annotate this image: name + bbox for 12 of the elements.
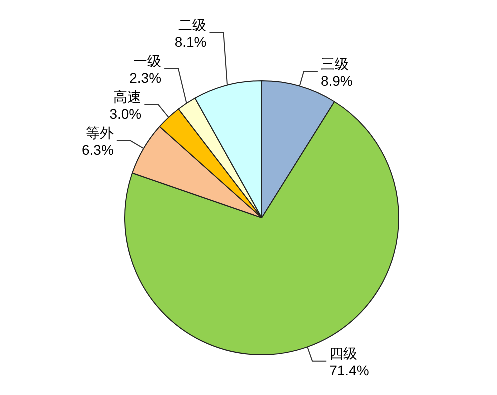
data-label: 71.4%	[330, 362, 370, 378]
slice-label: 高速	[114, 89, 142, 106]
data-label: 3.0%	[110, 106, 142, 122]
data-label: 2.3%	[130, 70, 162, 86]
slice-label: 一级	[134, 53, 162, 70]
slice-label: 三级	[320, 56, 349, 72]
data-label: 8.9%	[320, 72, 353, 89]
slice-label: 四级	[330, 345, 358, 362]
slice-label: 二级	[178, 17, 207, 34]
data-label: 6.3%	[82, 142, 114, 158]
slice-label: 等外	[86, 125, 114, 142]
data-label: 8.1%	[174, 34, 207, 50]
